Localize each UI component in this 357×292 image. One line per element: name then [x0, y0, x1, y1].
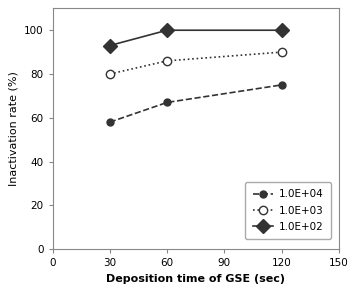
Y-axis label: Inactivation rate (%): Inactivation rate (%)	[8, 71, 18, 186]
1.0E+03	[108, 72, 112, 76]
1.0E+04	[108, 120, 112, 124]
1.0E+04	[280, 83, 284, 87]
1.0E+03	[165, 59, 169, 62]
1.0E+02	[108, 44, 112, 47]
Line: 1.0E+02: 1.0E+02	[105, 25, 286, 51]
1.0E+04	[165, 101, 169, 104]
Line: 1.0E+03: 1.0E+03	[106, 48, 286, 78]
1.0E+03	[280, 50, 284, 54]
Legend: 1.0E+04, 1.0E+03, 1.0E+02: 1.0E+04, 1.0E+03, 1.0E+02	[245, 182, 331, 239]
1.0E+02	[165, 28, 169, 32]
X-axis label: Deposition time of GSE (sec): Deposition time of GSE (sec)	[106, 274, 285, 284]
Line: 1.0E+04: 1.0E+04	[106, 81, 285, 126]
1.0E+02	[280, 28, 284, 32]
